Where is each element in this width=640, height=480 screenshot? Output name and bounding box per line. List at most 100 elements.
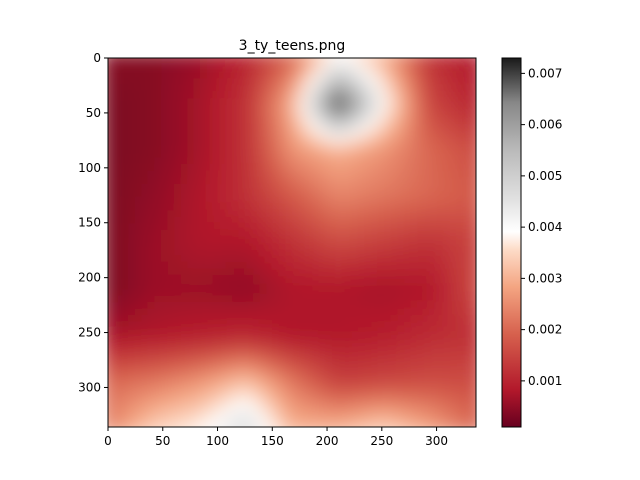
- heatmap-cell: [318, 255, 326, 263]
- heatmap-cell: [213, 209, 221, 217]
- heatmap-cell: [338, 143, 346, 151]
- heatmap-cell: [213, 242, 221, 250]
- heatmap-cell: [430, 400, 438, 408]
- heatmap-cell: [377, 367, 385, 375]
- heatmap-cell: [200, 163, 208, 171]
- heatmap-cell: [127, 400, 135, 408]
- heatmap-cell: [193, 354, 201, 362]
- heatmap-cell: [403, 407, 411, 415]
- heatmap-cell: [278, 137, 287, 145]
- heatmap-cell: [121, 361, 129, 369]
- heatmap-cell: [285, 202, 293, 211]
- heatmap-cell: [403, 420, 411, 427]
- heatmap-cell: [430, 282, 438, 290]
- heatmap-cell: [173, 176, 181, 184]
- heatmap-cell: [311, 367, 319, 375]
- heatmap-cell: [134, 341, 142, 349]
- heatmap-cell: [338, 367, 346, 375]
- heatmap-cell: [259, 123, 267, 132]
- heatmap-cell: [430, 394, 438, 402]
- heatmap-cell: [377, 361, 385, 369]
- heatmap-cell: [265, 407, 273, 415]
- heatmap-cell: [351, 400, 359, 408]
- heatmap-cell: [140, 242, 149, 250]
- heatmap-cell: [423, 123, 431, 132]
- heatmap-cell: [200, 58, 208, 66]
- heatmap-cell: [265, 328, 273, 336]
- heatmap-cell: [173, 77, 181, 85]
- heatmap-cell: [272, 58, 280, 66]
- heatmap-cell: [147, 314, 155, 323]
- heatmap-cell: [147, 400, 155, 408]
- heatmap-cell: [390, 314, 398, 323]
- heatmap-cell: [390, 229, 398, 237]
- heatmap-cell: [338, 150, 346, 158]
- heatmap-cell: [232, 183, 241, 191]
- colorbar-tick-label: 0.001: [528, 374, 562, 388]
- heatmap-cell: [344, 189, 352, 197]
- heatmap-cell: [338, 374, 346, 382]
- heatmap-cell: [311, 400, 319, 408]
- heatmap-cell: [121, 341, 129, 349]
- heatmap-cell: [423, 275, 431, 283]
- heatmap-cell: [351, 367, 359, 375]
- heatmap-cell: [127, 288, 135, 296]
- heatmap-cell: [160, 90, 168, 99]
- heatmap-cell: [357, 328, 365, 336]
- heatmap-cell: [252, 117, 260, 125]
- heatmap-cell: [476, 111, 483, 118]
- heatmap-cell: [200, 407, 208, 415]
- heatmap-cell: [154, 288, 162, 296]
- heatmap-cell: [357, 229, 365, 237]
- heatmap-cell: [285, 242, 293, 250]
- heatmap-cell: [364, 262, 372, 270]
- heatmap-cell: [147, 427, 154, 434]
- heatmap-cell: [200, 137, 208, 145]
- heatmap-cell: [344, 163, 352, 171]
- heatmap-cell: [292, 420, 300, 427]
- heatmap-cell: [278, 321, 287, 329]
- heatmap-cell: [298, 400, 306, 408]
- heatmap-cell: [140, 64, 149, 72]
- heatmap-cell: [436, 380, 444, 389]
- heatmap-cell: [213, 255, 221, 263]
- heatmap-cell: [226, 334, 234, 342]
- heatmap-cell: [134, 288, 142, 296]
- heatmap-cell: [265, 58, 273, 66]
- heatmap-cell: [219, 90, 227, 99]
- heatmap-cell: [127, 84, 135, 92]
- heatmap-cell: [180, 117, 188, 125]
- heatmap-cell: [449, 58, 457, 66]
- heatmap-cell: [226, 249, 234, 257]
- heatmap-cell: [127, 58, 135, 66]
- heatmap-cell: [180, 130, 188, 138]
- heatmap-cell: [423, 163, 431, 171]
- heatmap-cell: [147, 301, 155, 309]
- heatmap-cell: [147, 420, 155, 427]
- heatmap-cell: [377, 143, 385, 151]
- heatmap-cell: [140, 123, 149, 132]
- heatmap-cell: [186, 255, 195, 263]
- heatmap-cell: [344, 196, 352, 204]
- heatmap-cell: [364, 387, 372, 395]
- heatmap-cell: [206, 58, 214, 66]
- heatmap-cell: [430, 130, 438, 138]
- heatmap-cell: [154, 400, 162, 408]
- heatmap-cell: [390, 150, 398, 158]
- heatmap-cell: [232, 314, 241, 323]
- heatmap-cell: [127, 156, 135, 165]
- heatmap-cell: [206, 288, 214, 296]
- heatmap-cell: [377, 301, 385, 309]
- heatmap-cell: [416, 328, 425, 336]
- heatmap-cell: [305, 308, 313, 316]
- heatmap-cell: [370, 183, 379, 191]
- heatmap-cell: [462, 268, 471, 277]
- heatmap-cell: [259, 374, 267, 382]
- heatmap-cell: [173, 249, 181, 257]
- heatmap-cell: [180, 413, 188, 422]
- heatmap-cell: [200, 123, 208, 132]
- heatmap-cell: [305, 387, 313, 395]
- heatmap-cell: [193, 58, 201, 66]
- heatmap-cell: [462, 420, 471, 427]
